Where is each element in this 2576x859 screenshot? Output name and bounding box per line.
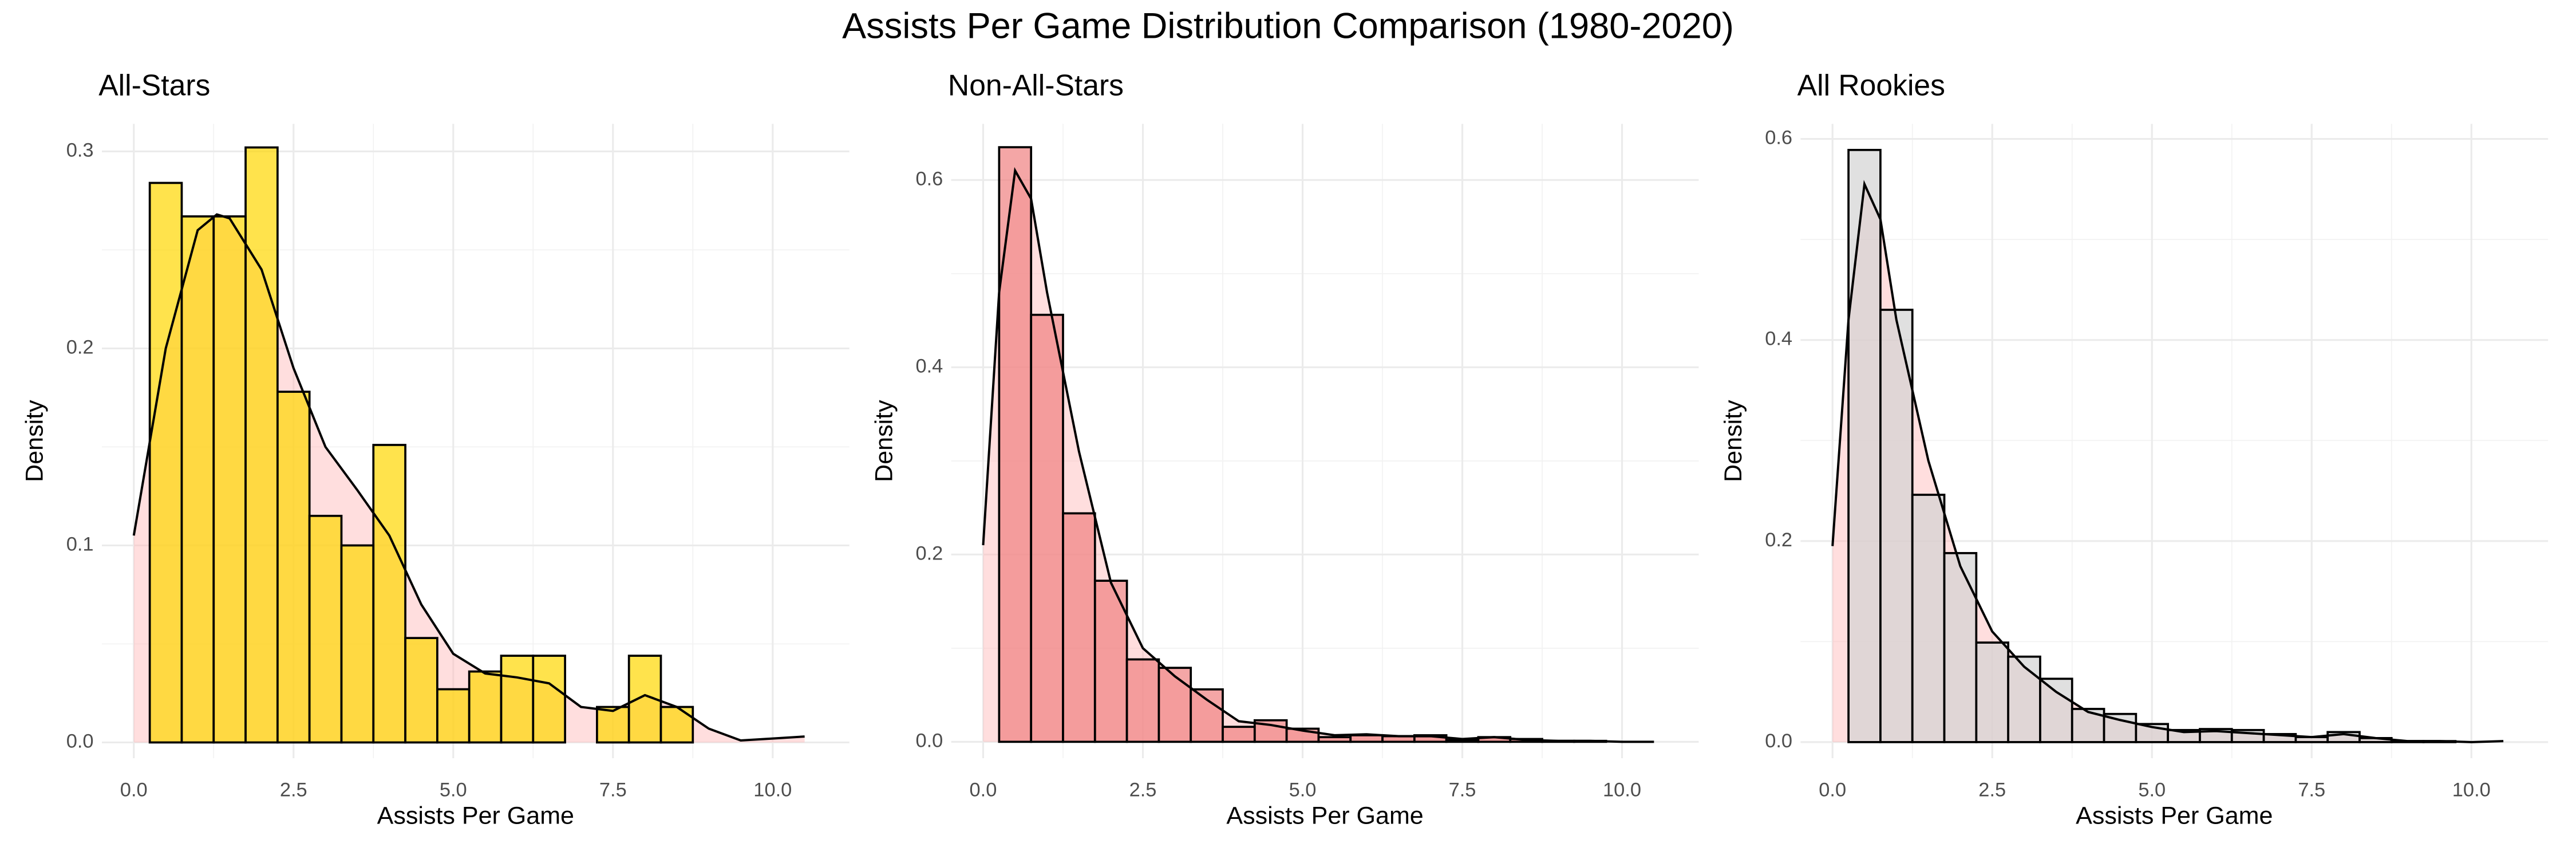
bar	[244, 146, 279, 744]
x-tick-label: 10.0	[1603, 779, 1641, 801]
bar	[212, 215, 247, 744]
x-tick-label: 0.0	[1819, 779, 1846, 801]
figure-title: Assists Per Game Distribution Comparison…	[842, 6, 1734, 46]
density-line	[132, 213, 805, 742]
bar	[148, 182, 183, 744]
y-tick-label: 0.4	[1765, 328, 1792, 350]
density-line	[982, 167, 1654, 743]
x-tick-label: 2.5	[280, 779, 307, 801]
bar	[998, 146, 1033, 743]
bar	[1125, 658, 1160, 743]
x-tick-label: 10.0	[753, 779, 792, 801]
bar	[340, 544, 375, 744]
bar	[1190, 688, 1224, 743]
y-tick-label: 0.0	[1765, 730, 1792, 752]
bar	[1943, 551, 1978, 743]
bar	[468, 670, 503, 744]
y-axis-label: Density	[870, 400, 898, 482]
bar	[1157, 667, 1192, 743]
x-axis-label: Assists Per Game	[1226, 802, 1423, 830]
y-axis-label: Density	[1720, 400, 1747, 482]
bar	[596, 706, 630, 744]
bar	[1222, 726, 1256, 743]
bar	[659, 706, 694, 744]
x-tick-label: 7.5	[599, 779, 627, 801]
bar	[1030, 313, 1064, 743]
bar	[1847, 148, 1882, 743]
bar	[1445, 739, 1480, 743]
bar	[1093, 580, 1128, 743]
y-tick-label: 0.6	[915, 168, 943, 190]
bar	[1062, 512, 1096, 743]
bar	[1911, 494, 1946, 743]
bar	[500, 655, 535, 744]
x-tick-label: 10.0	[2452, 779, 2491, 801]
bar	[1975, 641, 2009, 743]
x-tick-label: 5.0	[440, 779, 467, 801]
bar	[1879, 309, 1914, 743]
bar	[532, 655, 566, 744]
x-tick-label: 5.0	[1289, 779, 1317, 801]
bar	[404, 637, 438, 744]
density-line	[1831, 180, 2504, 743]
y-tick-label: 0.2	[66, 336, 94, 358]
y-tick-label: 0.1	[66, 534, 94, 555]
x-tick-label: 5.0	[2138, 779, 2166, 801]
y-axis-label: Density	[21, 400, 49, 482]
x-axis-label: Assists Per Game	[2076, 802, 2273, 830]
y-tick-label: 0.3	[66, 139, 94, 161]
bar	[180, 215, 215, 744]
x-tick-label: 7.5	[2298, 779, 2325, 801]
y-tick-label: 0.2	[915, 542, 943, 564]
panel-title: Non-All-Stars	[948, 69, 1124, 102]
y-tick-label: 0.0	[66, 731, 94, 752]
x-tick-label: 7.5	[1449, 779, 1476, 801]
bar	[2103, 712, 2138, 743]
x-tick-label: 2.5	[1978, 779, 2006, 801]
bar	[2039, 677, 2073, 743]
x-tick-label: 2.5	[1129, 779, 1157, 801]
bar	[436, 688, 471, 744]
bar	[1317, 736, 1352, 743]
x-tick-label: 0.0	[120, 779, 148, 801]
bar	[276, 391, 311, 744]
bar	[308, 514, 343, 744]
x-axis-label: Assists Per Game	[377, 802, 574, 830]
x-tick-label: 0.0	[970, 779, 997, 801]
bar	[372, 444, 406, 744]
y-tick-label: 0.4	[915, 355, 943, 377]
bar	[2007, 655, 2041, 743]
panel-title: All Rookies	[1797, 69, 1945, 102]
bar	[1349, 734, 1384, 743]
panel-title: All-Stars	[98, 69, 210, 102]
y-tick-label: 0.2	[1765, 529, 1792, 551]
y-tick-label: 0.6	[1765, 127, 1792, 149]
y-tick-label: 0.0	[915, 730, 943, 751]
